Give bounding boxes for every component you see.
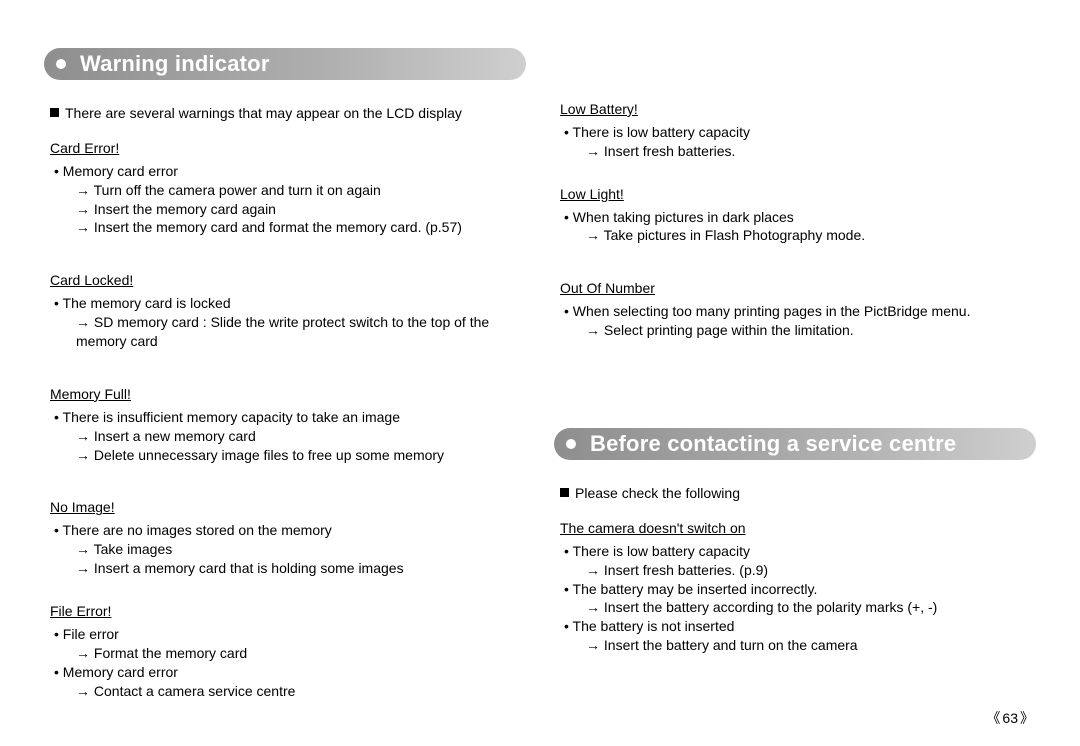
warning-indicator-heading: Warning indicator [44, 48, 526, 80]
cause-text: The battery is not inserted [560, 617, 1036, 636]
left-column: Warning indicator There are several warn… [44, 48, 526, 716]
cause-text: There are no images stored on the memory [50, 521, 526, 540]
cause-text: There is low battery capacity [560, 542, 1036, 561]
fix-text: SD memory card : Slide the write protect… [50, 313, 526, 351]
warning-title: No Image! [50, 498, 526, 517]
bullet-dot-icon [56, 59, 66, 69]
heading-title: Warning indicator [80, 49, 270, 79]
warning-title: Out Of Number [560, 279, 1036, 298]
bullet-dot-icon [566, 439, 576, 449]
cause-text: The memory card is locked [50, 294, 526, 313]
fix-text: Delete unnecessary image files to free u… [50, 446, 526, 465]
square-bullet-icon [50, 108, 59, 117]
out-of-number-block: Out Of Number When selecting too many pr… [560, 279, 1036, 340]
card-error-block: Card Error! Memory card error Turn off t… [50, 139, 526, 237]
warning-title: Card Locked! [50, 271, 526, 290]
cause-text: When taking pictures in dark places [560, 208, 1036, 227]
cause-text: File error [50, 625, 526, 644]
low-light-block: Low Light! When taking pictures in dark … [560, 185, 1036, 246]
right-bracket-icon: 》 [1018, 710, 1036, 726]
fix-text: Insert the memory card and format the me… [50, 218, 526, 237]
intro-text: There are several warnings that may appe… [50, 104, 526, 123]
fix-text: Contact a camera service centre [50, 682, 526, 701]
fix-text: Insert the battery according to the pola… [560, 598, 1036, 617]
warning-title: Memory Full! [50, 385, 526, 404]
fix-text: Insert fresh batteries. [560, 142, 1036, 161]
fix-text: Insert the battery and turn on the camer… [560, 636, 1036, 655]
file-error-block: File Error! File error Format the memory… [50, 602, 526, 700]
cause-text: When selecting too many printing pages i… [560, 302, 1036, 321]
troubleshoot-title: The camera doesn't switch on [560, 519, 1036, 538]
no-power-block: The camera doesn't switch on There is lo… [560, 519, 1036, 655]
warning-title: Low Light! [560, 185, 1036, 204]
fix-text: Insert the memory card again [50, 200, 526, 219]
fix-text: Insert a new memory card [50, 427, 526, 446]
intro-text: Please check the following [560, 484, 1036, 503]
card-locked-block: Card Locked! The memory card is locked S… [50, 271, 526, 351]
cause-text: Memory card error [50, 162, 526, 181]
right-column: Low Battery! There is low battery capaci… [554, 48, 1036, 716]
low-battery-block: Low Battery! There is low battery capaci… [560, 100, 1036, 161]
cause-text: The battery may be inserted incorrectly. [560, 580, 1036, 599]
square-bullet-icon [560, 488, 569, 497]
no-image-block: No Image! There are no images stored on … [50, 498, 526, 578]
cause-text: Memory card error [50, 663, 526, 682]
warning-title: File Error! [50, 602, 526, 621]
fix-text: Format the memory card [50, 644, 526, 663]
fix-text: Turn off the camera power and turn it on… [50, 181, 526, 200]
fix-text: Insert a memory card that is holding som… [50, 559, 526, 578]
intro-content: There are several warnings that may appe… [65, 105, 462, 121]
warning-title: Low Battery! [560, 100, 1036, 119]
fix-text: Select printing page within the limitati… [560, 321, 1036, 340]
page-number: 《63》 [984, 709, 1036, 728]
fix-text: Take pictures in Flash Photography mode. [560, 226, 1036, 245]
cause-text: There is insufficient memory capacity to… [50, 408, 526, 427]
page-number-value: 63 [1002, 710, 1018, 726]
intro-content: Please check the following [575, 485, 740, 501]
warning-title: Card Error! [50, 139, 526, 158]
fix-text: Insert fresh batteries. (p.9) [560, 561, 1036, 580]
heading-title: Before contacting a service centre [590, 429, 956, 459]
cause-text: There is low battery capacity [560, 123, 1036, 142]
left-bracket-icon: 《 [984, 710, 1002, 726]
memory-full-block: Memory Full! There is insufficient memor… [50, 385, 526, 465]
fix-text: Take images [50, 540, 526, 559]
service-centre-heading: Before contacting a service centre [554, 428, 1036, 460]
